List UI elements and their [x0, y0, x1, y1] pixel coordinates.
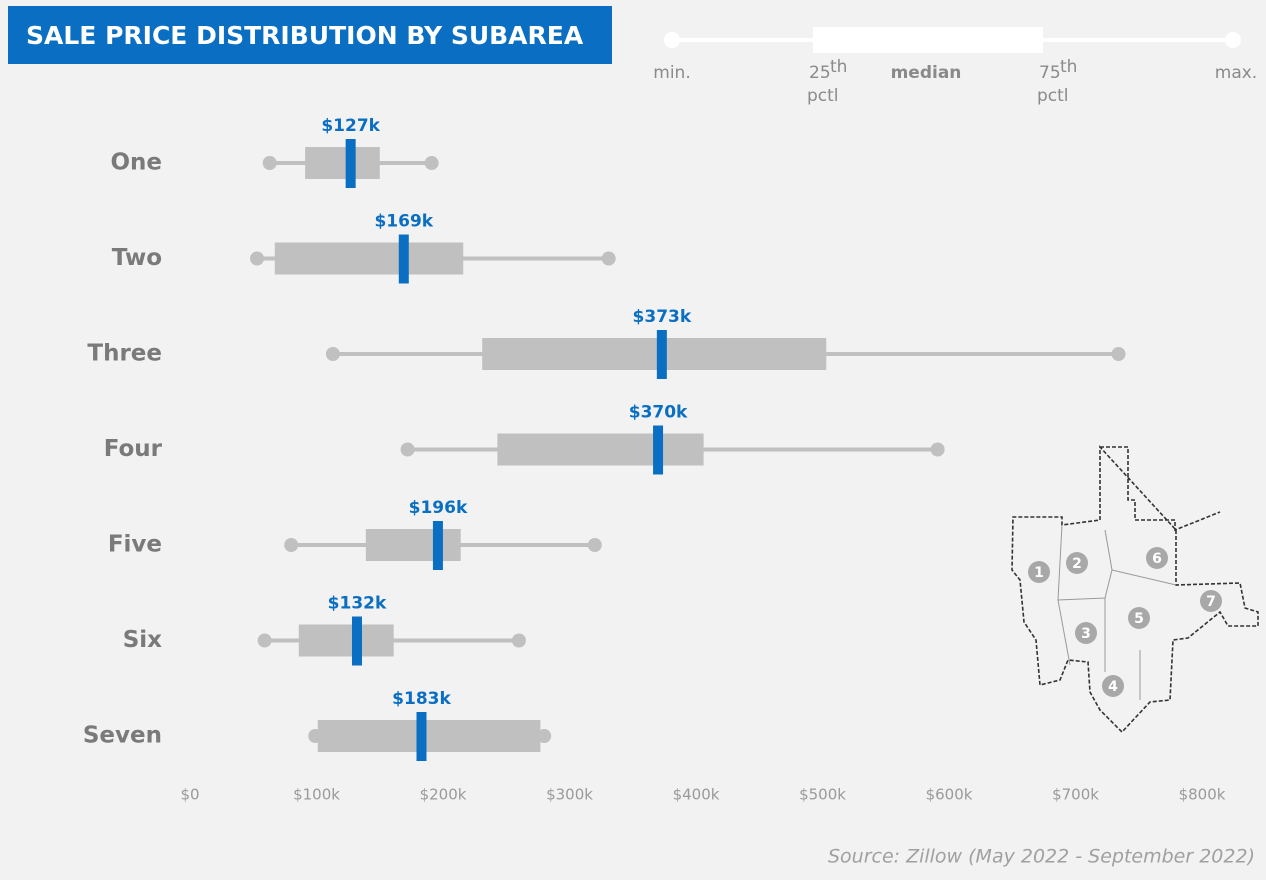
legend-box	[813, 27, 1043, 53]
map-marker	[1066, 552, 1088, 574]
max-dot	[587, 538, 602, 552]
median	[656, 330, 667, 379]
legend-sup: th	[830, 57, 847, 77]
legend-label: max.	[1215, 63, 1257, 83]
legend-label: min.	[653, 63, 690, 83]
map-label: 7	[1206, 594, 1216, 610]
category-label: Two	[112, 245, 162, 271]
map-label: 1	[1034, 565, 1044, 581]
map-label: 2	[1072, 556, 1082, 572]
legend-label-line2: pctl	[807, 86, 839, 106]
median	[653, 425, 664, 475]
max-dot	[424, 156, 439, 170]
x-tick-label: $0	[180, 786, 199, 804]
box	[305, 147, 380, 179]
min-dot	[262, 156, 277, 170]
category-label: Four	[104, 436, 163, 462]
median-label: $196k	[409, 498, 468, 518]
min-dot	[250, 251, 265, 266]
x-tick-label: $600k	[926, 786, 973, 804]
chart-title: SALE PRICE DISTRIBUTION BY SUBAREA	[26, 21, 584, 50]
median	[432, 521, 443, 570]
x-tick-label: $400k	[673, 786, 720, 804]
min-dot	[284, 538, 299, 552]
median-label: $132k	[328, 594, 387, 614]
x-tick-label: $200k	[420, 786, 467, 804]
category-label: Three	[87, 341, 162, 367]
max-dot	[930, 442, 945, 457]
box	[365, 529, 461, 561]
category-label: Seven	[83, 723, 162, 749]
median-label: $373k	[633, 307, 692, 327]
map-marker	[1102, 675, 1124, 697]
max-dot	[1111, 347, 1126, 361]
box	[497, 433, 704, 466]
median	[416, 712, 427, 761]
map-marker	[1200, 590, 1222, 612]
source: Source: Zillow (May 2022 - September 202…	[828, 846, 1255, 868]
x-tick-label: $500k	[799, 786, 846, 804]
category-label: One	[110, 150, 162, 176]
map-label: 5	[1134, 611, 1144, 627]
legend-label-line2: pctl	[1037, 86, 1069, 106]
x-tick-label: $700k	[1052, 786, 1099, 804]
median-label: $127k	[321, 116, 380, 136]
map-marker	[1075, 622, 1097, 644]
x-tick-label: $300k	[546, 786, 593, 804]
map-outline	[1011, 444, 1259, 734]
map-label: 6	[1152, 551, 1162, 567]
legend-label: 75	[1039, 63, 1061, 83]
x-tick-label: $800k	[1179, 786, 1226, 804]
median-label: $169k	[374, 212, 433, 232]
title-box	[8, 6, 612, 64]
map-borders	[1057, 524, 1177, 700]
map-marker	[1146, 547, 1168, 569]
median-label: $370k	[629, 403, 688, 423]
map-marker	[1028, 561, 1050, 583]
min-dot	[400, 442, 415, 457]
category-label: Five	[108, 532, 162, 558]
category-label: Six	[123, 627, 162, 653]
median	[351, 616, 362, 666]
legend-dot	[664, 32, 680, 48]
box	[317, 720, 541, 752]
x-tick-label: $100k	[293, 786, 340, 804]
map-subareas	[1057, 524, 1177, 700]
min-dot	[257, 633, 272, 648]
box	[482, 338, 827, 370]
legend-label: 25	[809, 63, 831, 83]
legend-sup: th	[1060, 57, 1077, 77]
map	[1011, 444, 1259, 734]
max-dot	[537, 729, 552, 743]
box	[274, 242, 464, 275]
box	[298, 624, 394, 657]
max-dot	[511, 633, 526, 648]
median-label: $183k	[392, 689, 451, 709]
legend-dot	[1225, 32, 1241, 48]
max-dot	[601, 251, 616, 266]
map-label: 3	[1081, 626, 1091, 642]
median	[345, 139, 356, 188]
median	[398, 234, 409, 284]
map-marker	[1128, 607, 1150, 629]
legend-label: median	[891, 63, 962, 83]
legend	[664, 27, 1241, 53]
map-label: 4	[1108, 679, 1118, 695]
min-dot	[325, 347, 340, 361]
